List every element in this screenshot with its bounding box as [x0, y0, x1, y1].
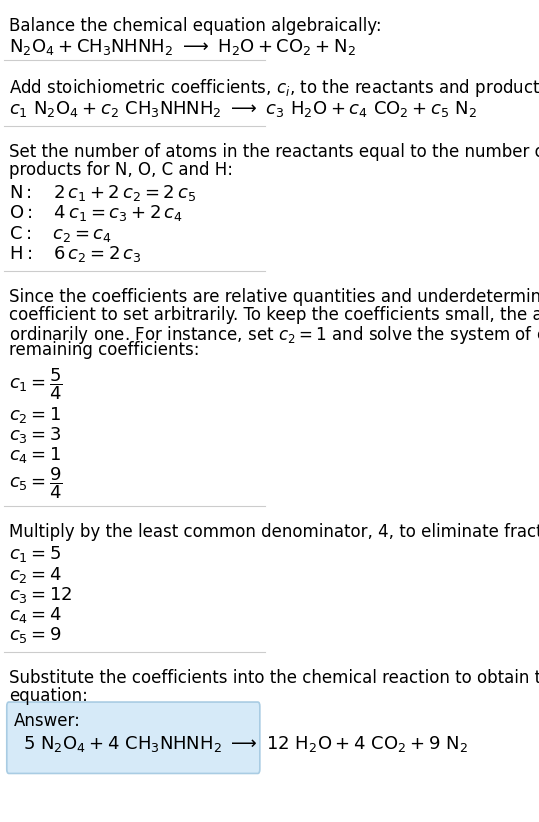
Text: $c_1\ \mathrm{N_2O_4} + c_2\ \mathrm{CH_3NHNH_2}\ \longrightarrow\ c_3\ \mathrm{: $c_1\ \mathrm{N_2O_4} + c_2\ \mathrm{CH_… [9, 99, 477, 119]
Text: $\mathrm{O{:}}\ \ \ 4\,c_1 = c_3 + 2\,c_4$: $\mathrm{O{:}}\ \ \ 4\,c_1 = c_3 + 2\,c_… [9, 204, 183, 224]
Text: $\mathrm{N_2O_4 + CH_3NHNH_2 \ \longrightarrow \ H_2O + CO_2 + N_2}$: $\mathrm{N_2O_4 + CH_3NHNH_2 \ \longrigh… [9, 37, 356, 57]
Text: products for N, O, C and H:: products for N, O, C and H: [9, 161, 233, 179]
Text: $5\ \mathrm{N_2O_4} + 4\ \mathrm{CH_3NHNH_2}\ \longrightarrow\ 12\ \mathrm{H_2O}: $5\ \mathrm{N_2O_4} + 4\ \mathrm{CH_3NHN… [23, 734, 468, 754]
Text: $\mathrm{H{:}}\ \ \ 6\,c_2 = 2\,c_3$: $\mathrm{H{:}}\ \ \ 6\,c_2 = 2\,c_3$ [9, 244, 141, 264]
Text: $c_4 = 1$: $c_4 = 1$ [9, 446, 61, 465]
Text: $c_5 = \dfrac{9}{4}$: $c_5 = \dfrac{9}{4}$ [9, 465, 63, 501]
Text: equation:: equation: [9, 687, 88, 705]
Text: $c_5 = 9$: $c_5 = 9$ [9, 625, 61, 645]
Text: Since the coefficients are relative quantities and underdetermined, choose a: Since the coefficients are relative quan… [9, 288, 539, 306]
Text: Set the number of atoms in the reactants equal to the number of atoms in the: Set the number of atoms in the reactants… [9, 143, 539, 161]
Text: $c_2 = 4$: $c_2 = 4$ [9, 565, 62, 584]
Text: coefficient to set arbitrarily. To keep the coefficients small, the arbitrary va: coefficient to set arbitrarily. To keep … [9, 306, 539, 324]
Text: $c_3 = 3$: $c_3 = 3$ [9, 425, 61, 445]
Text: Substitute the coefficients into the chemical reaction to obtain the balanced: Substitute the coefficients into the che… [9, 669, 539, 687]
Text: $\mathrm{C{:}}\ \ \ c_2 = c_4$: $\mathrm{C{:}}\ \ \ c_2 = c_4$ [9, 224, 112, 243]
Text: $c_3 = 12$: $c_3 = 12$ [9, 584, 73, 605]
Text: remaining coefficients:: remaining coefficients: [9, 341, 199, 359]
Text: Add stoichiometric coefficients, $c_i$, to the reactants and products:: Add stoichiometric coefficients, $c_i$, … [9, 77, 539, 99]
FancyBboxPatch shape [7, 702, 260, 774]
Text: Balance the chemical equation algebraically:: Balance the chemical equation algebraica… [9, 17, 382, 35]
Text: Answer:: Answer: [13, 712, 80, 730]
Text: Multiply by the least common denominator, 4, to eliminate fractional coefficient: Multiply by the least common denominator… [9, 523, 539, 541]
Text: $c_2 = 1$: $c_2 = 1$ [9, 405, 61, 425]
Text: $\mathrm{N{:}}\ \ \ 2\,c_1 + 2\,c_2 = 2\,c_5$: $\mathrm{N{:}}\ \ \ 2\,c_1 + 2\,c_2 = 2\… [9, 183, 196, 203]
Text: $c_1 = \dfrac{5}{4}$: $c_1 = \dfrac{5}{4}$ [9, 367, 63, 403]
Text: $c_1 = 5$: $c_1 = 5$ [9, 544, 61, 565]
Text: $c_4 = 4$: $c_4 = 4$ [9, 605, 62, 625]
Text: ordinarily one. For instance, set $c_2 = 1$ and solve the system of equations fo: ordinarily one. For instance, set $c_2 =… [9, 324, 539, 345]
